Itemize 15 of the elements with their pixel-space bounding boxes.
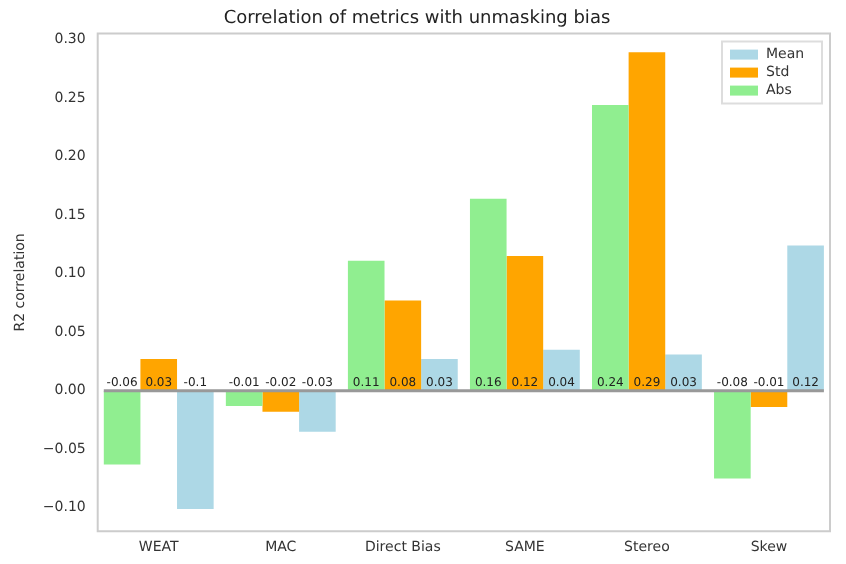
bar — [177, 390, 214, 509]
bar — [628, 52, 666, 391]
bar — [347, 260, 385, 391]
bar — [506, 256, 544, 391]
bar — [750, 390, 788, 408]
bar — [469, 198, 507, 391]
bar — [103, 390, 141, 465]
bar — [384, 300, 422, 391]
bar — [299, 390, 336, 432]
bar — [714, 390, 751, 479]
bar — [262, 390, 300, 412]
bar — [787, 245, 824, 391]
chart-title: Correlation of metrics with unmasking bias — [223, 9, 611, 30]
bar — [592, 105, 629, 391]
bar — [225, 390, 263, 406]
